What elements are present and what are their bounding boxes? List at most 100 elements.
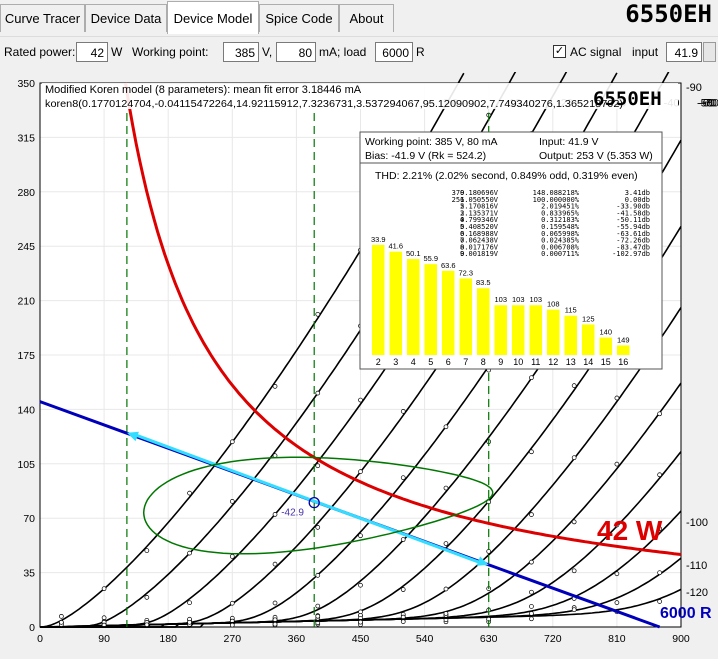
- measured-point: [187, 490, 192, 496]
- tab-bar: Curve Tracer Device Data Device Model Sp…: [0, 0, 718, 34]
- measured-point: [187, 619, 192, 625]
- harmonic-bar: [407, 259, 420, 355]
- harmonic-table-cell: 0.159548%: [541, 223, 580, 231]
- measured-point: [315, 603, 321, 609]
- harmonic-bar: [477, 288, 490, 355]
- harmonic-bar-label: 103: [529, 295, 542, 304]
- harmonic-bar: [564, 315, 577, 355]
- measured-point: [400, 537, 406, 542]
- harmonic-number-label: 11: [531, 357, 540, 367]
- input-scroll-stub[interactable]: [703, 42, 716, 62]
- inset-working-point: Working point: 385 V, 80 mA: [365, 136, 498, 148]
- wp-voltage-input[interactable]: [223, 42, 259, 62]
- power-hyperbola: [124, 82, 682, 556]
- wp-voltage-unit: V,: [262, 45, 273, 59]
- load-label: 6000 R: [660, 605, 712, 622]
- harmonic-table-cell: -33.90db: [616, 203, 650, 211]
- harmonic-table-cell: 0.006708%: [541, 243, 580, 251]
- signal-swing: [134, 433, 482, 565]
- measured-point: [529, 589, 534, 595]
- measured-point: [59, 613, 64, 619]
- rated-power-unit: W: [111, 45, 123, 59]
- measured-point: [272, 600, 278, 606]
- inset-output: Output: 253 V (5.353 W): [539, 150, 653, 162]
- tab-spice-code[interactable]: Spice Code: [259, 4, 339, 32]
- load-input[interactable]: [375, 42, 413, 62]
- tab-curve-tracer[interactable]: Curve Tracer: [0, 4, 85, 32]
- grid-curve-label: -110: [686, 560, 707, 572]
- harmonic-table-cell: -63.61db: [616, 230, 650, 238]
- y-tick-label: 175: [17, 350, 35, 362]
- harmonic-bar-label: 41.6: [388, 242, 403, 251]
- plot-panel: 0 90 180 270 360 450 540 630 720 810 900 0 35 70 105 1…: [0, 68, 718, 656]
- harmonic-table-cell: 0.168988V: [460, 230, 499, 238]
- measured-point: [400, 475, 406, 481]
- working-point-marker: [308, 497, 320, 509]
- harmonic-number-label: 10: [513, 357, 523, 367]
- grid-curve-label: -120: [686, 587, 708, 599]
- grid-curve-label: -70: [701, 97, 717, 109]
- harmonic-table-cell: 1: [460, 196, 464, 204]
- harmonic-bar-label: 125: [582, 314, 595, 323]
- harmonic-table-cell: -72.26db: [616, 237, 650, 245]
- harmonic-number-label: 6: [446, 357, 451, 367]
- measured-point: [571, 568, 577, 574]
- inset-bias: Bias: -41.9 V (Rk = 524.2): [365, 150, 486, 162]
- measured-point: [229, 439, 235, 445]
- measured-point: [144, 595, 150, 600]
- harmonic-table-cell: 0.408520V: [460, 223, 499, 231]
- harmonic-number-label: 7: [463, 357, 468, 367]
- harmonic-number-label: 4: [411, 357, 416, 367]
- measured-point: [571, 455, 577, 461]
- measured-point: [443, 485, 449, 491]
- measured-point: [187, 600, 192, 606]
- measured-point: [614, 461, 620, 467]
- measured-point: [358, 397, 363, 403]
- measured-point: [272, 512, 278, 517]
- y-tick-label: 140: [17, 404, 35, 416]
- measured-point: [358, 619, 363, 625]
- x-tick-label: 720: [544, 633, 562, 645]
- measured-point: [59, 619, 64, 625]
- x-tick-label: 900: [672, 633, 690, 645]
- harmonic-table-cell: -41.58db: [616, 209, 650, 217]
- measured-point: [529, 375, 534, 381]
- measured-point: [358, 469, 363, 474]
- harmonic-bar-label: 33.9: [371, 235, 386, 244]
- x-tick-label: 270: [224, 633, 242, 645]
- measured-point: [400, 587, 406, 592]
- measured-point: [229, 554, 235, 559]
- grid-curve-label: -90: [686, 82, 702, 94]
- harmonic-table-cell: 0: [460, 189, 464, 197]
- grid-curve-label: -100: [686, 517, 708, 529]
- measured-point: [486, 549, 492, 554]
- y-tick-label: 0: [29, 622, 35, 634]
- x-tick-label: 90: [98, 633, 110, 645]
- measured-point: [187, 550, 192, 556]
- harmonic-number-label: 15: [601, 357, 611, 367]
- tab-device-data[interactable]: Device Data: [85, 4, 167, 32]
- rated-power-input[interactable]: [76, 42, 108, 62]
- parameter-row: Rated power: W Working point: V, mA; loa…: [0, 36, 718, 67]
- model-fit-line: Modified Koren model (8 parameters): mea…: [45, 84, 362, 96]
- measured-point: [529, 512, 534, 517]
- y-tick-label: 350: [17, 78, 35, 90]
- harmonic-bar-label: 50.1: [406, 249, 421, 258]
- harmonic-bar: [582, 324, 595, 355]
- harmonic-table-cell: 2.135371V: [460, 209, 499, 217]
- x-tick-label: 180: [159, 633, 177, 645]
- wp-current-input[interactable]: [276, 42, 316, 62]
- harmonic-bar-label: 72.3: [458, 268, 473, 277]
- harmonic-table-cell: 0.833965%: [541, 209, 580, 217]
- inset-thd: THD: 2.21% (2.02% second, 0.849% odd, 0.…: [375, 170, 638, 182]
- harmonic-number-label: 14: [583, 357, 593, 367]
- harmonic-table-cell: 8: [460, 243, 464, 251]
- measured-point: [614, 522, 620, 528]
- measured-point: [315, 613, 321, 619]
- input-value-field[interactable]: [666, 42, 702, 62]
- tab-about[interactable]: About: [339, 4, 394, 32]
- harmonic-number-label: 3: [393, 357, 398, 367]
- harmonic-bar-label: 63.6: [441, 261, 456, 270]
- ac-signal-checkbox[interactable]: ✓: [553, 45, 566, 58]
- tab-device-model[interactable]: Device Model: [167, 1, 259, 34]
